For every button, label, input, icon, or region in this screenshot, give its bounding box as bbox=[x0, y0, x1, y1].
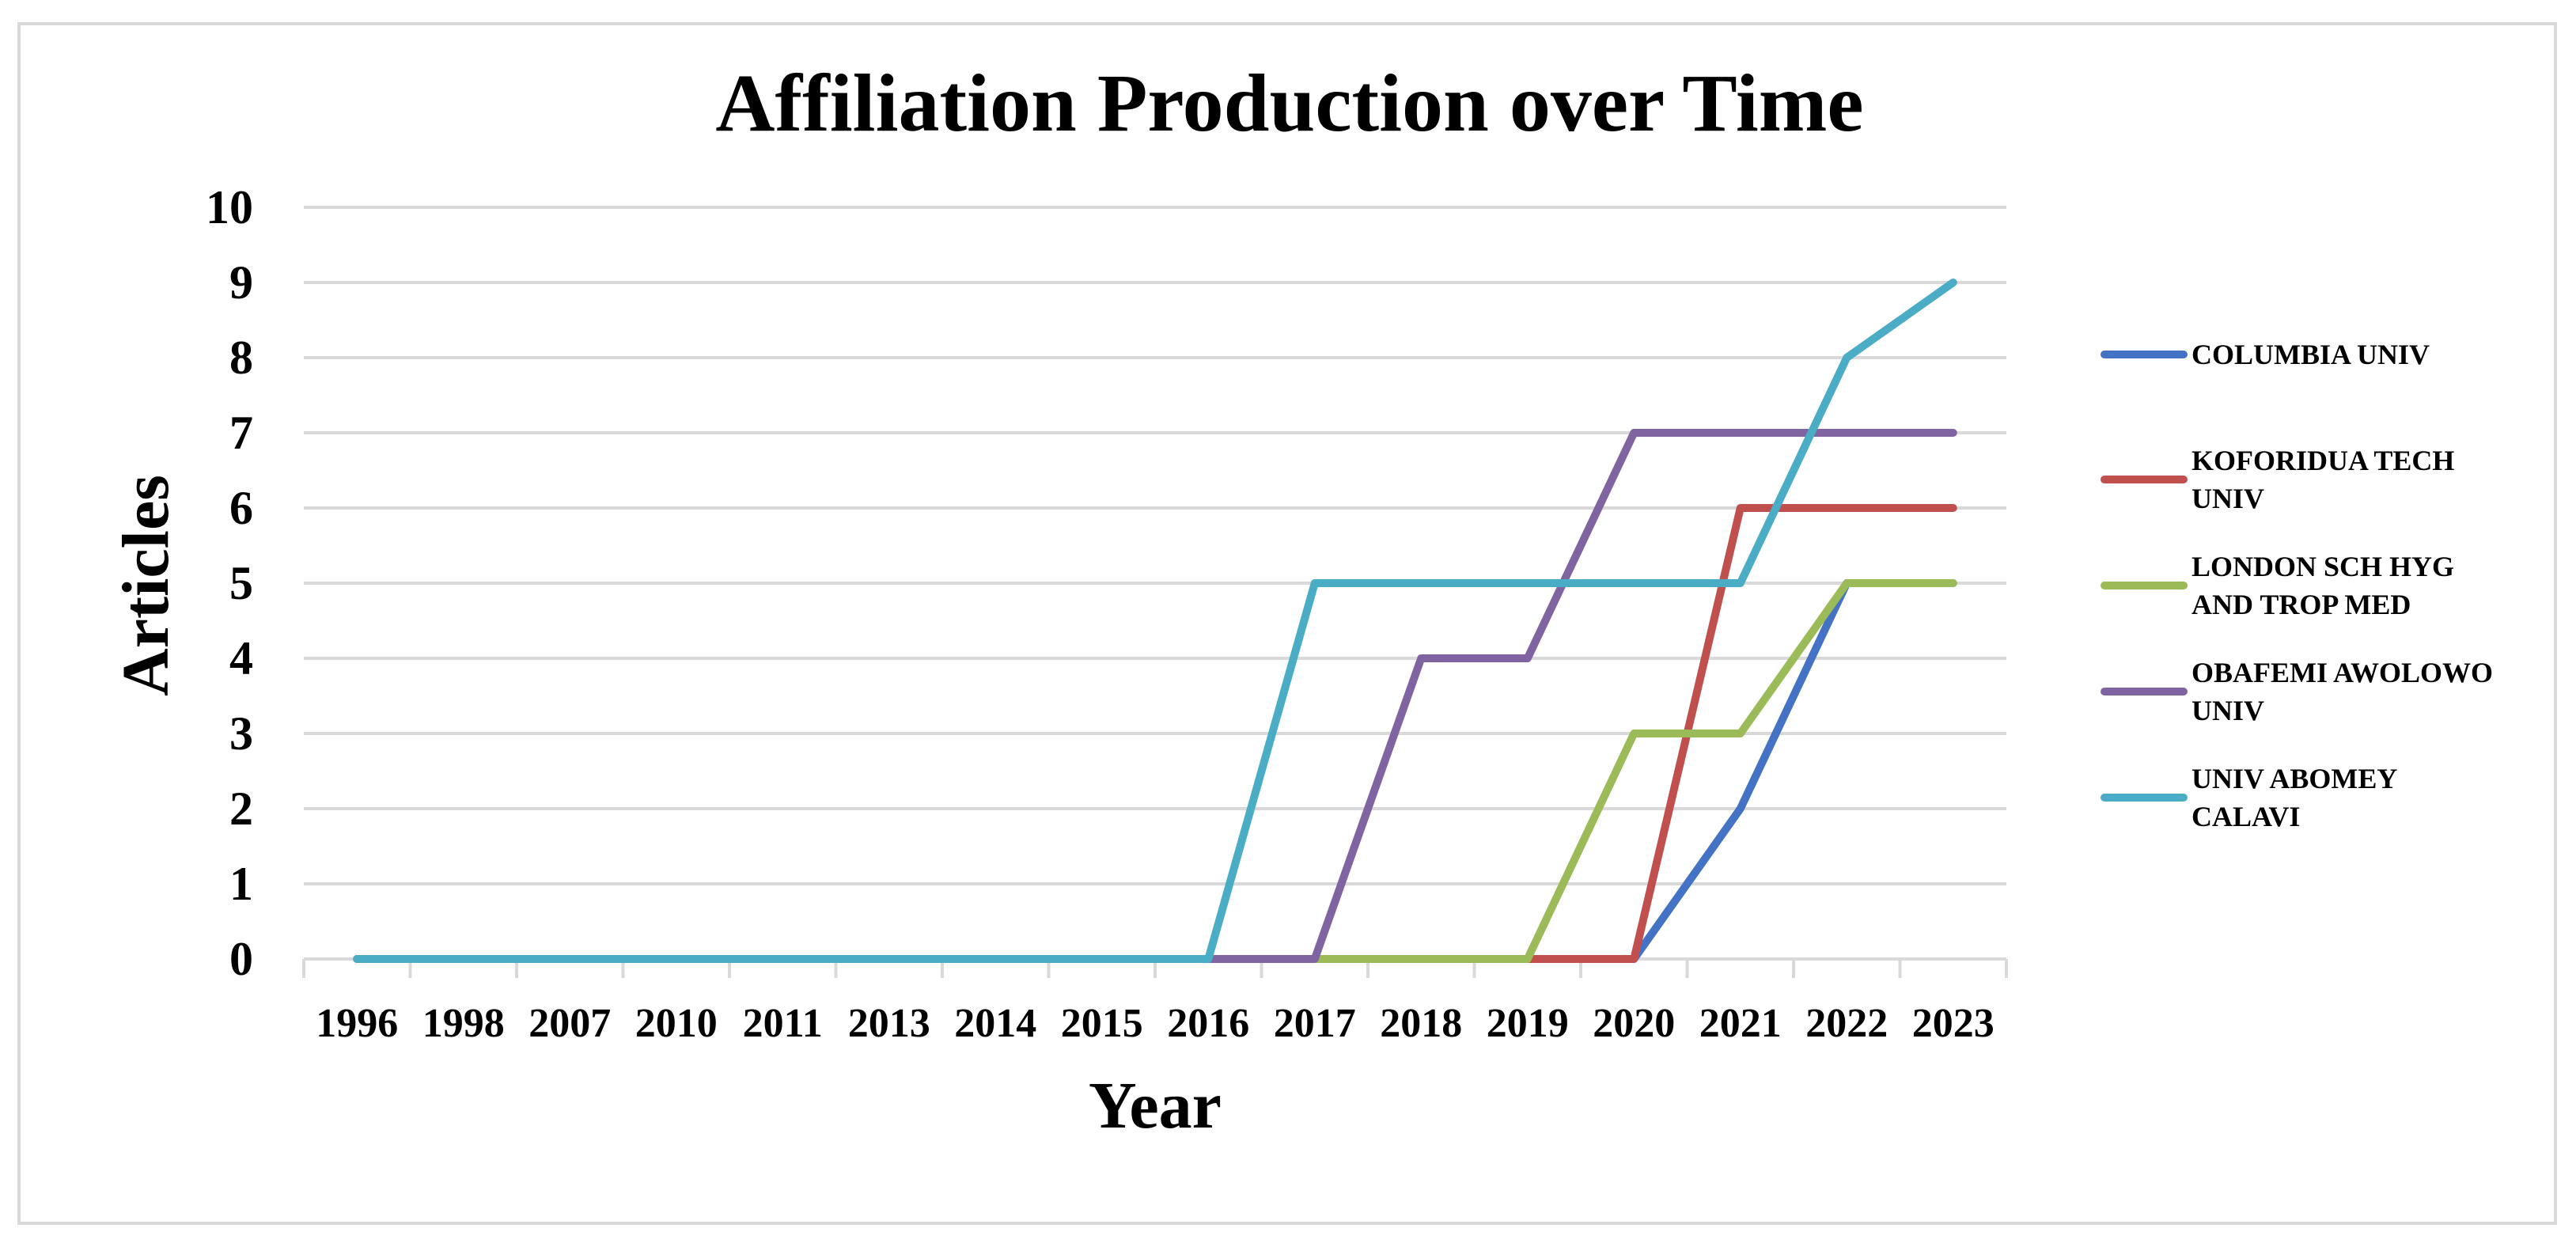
chart-title: Affiliation Production over Time bbox=[715, 58, 1863, 149]
legend-label-line: COLUMBIA UNIV bbox=[2191, 339, 2430, 370]
x-tick-label: 2022 bbox=[1805, 1001, 1888, 1046]
y-tick-label: 2 bbox=[229, 783, 253, 835]
y-tick-label: 7 bbox=[229, 407, 253, 459]
series-line-univ-abomey-calavi bbox=[353, 279, 1957, 963]
x-tick-label: 1998 bbox=[422, 1001, 505, 1046]
x-tick-label: 2007 bbox=[528, 1001, 611, 1046]
series-line-london-sch-hyg-and-trop-med bbox=[353, 579, 1957, 963]
y-tick-label: 6 bbox=[229, 482, 253, 534]
y-axis-tick-labels: 0 1 2 3 4 5 6 7 8 9 10 bbox=[206, 181, 253, 985]
legend-label: OBAFEMI AWOLOWO UNIV bbox=[2191, 657, 2493, 726]
legend-label-line: CALAVI bbox=[2191, 801, 2300, 832]
series-line-columbia-univ bbox=[353, 579, 1957, 963]
x-tick-label: 2013 bbox=[848, 1001, 930, 1046]
x-tick-label: 2016 bbox=[1167, 1001, 1249, 1046]
legend-label-line: UNIV bbox=[2191, 483, 2264, 514]
y-tick-label: 9 bbox=[229, 256, 253, 309]
legend-label-line: LONDON SCH HYG bbox=[2191, 551, 2454, 582]
x-tick-label: 2020 bbox=[1593, 1001, 1675, 1046]
legend-label-line: UNIV ABOMEY bbox=[2191, 763, 2397, 794]
y-tick-label: 4 bbox=[229, 632, 253, 684]
x-tick-label: 2018 bbox=[1380, 1001, 1462, 1046]
chart-frame bbox=[17, 22, 2557, 1225]
legend-label-line: OBAFEMI AWOLOWO bbox=[2191, 657, 2493, 688]
x-tick-label: 2019 bbox=[1487, 1001, 1569, 1046]
x-axis-tick-labels: 1996 1998 2007 2010 2011 2013 2014 2015 2016 2017… bbox=[316, 1001, 1995, 1046]
legend-label: KOFORIDUA TECH UNIV bbox=[2191, 445, 2454, 514]
y-tick-label: 10 bbox=[206, 181, 253, 233]
x-tick-label: 2023 bbox=[1912, 1001, 1995, 1046]
x-tick-label: 2010 bbox=[635, 1001, 718, 1046]
series-line-obafemi-awolowo-univ bbox=[353, 429, 1957, 963]
legend-label: UNIV ABOMEY CALAVI bbox=[2191, 763, 2397, 832]
y-tick-label: 3 bbox=[229, 707, 253, 760]
x-tick-label: 2015 bbox=[1061, 1001, 1143, 1046]
x-axis-title: Year bbox=[1089, 1069, 1222, 1143]
x-tick-label: 1996 bbox=[316, 1001, 398, 1046]
y-tick-label: 1 bbox=[229, 858, 253, 910]
y-tick-label: 8 bbox=[229, 332, 253, 384]
legend-label-line: AND TROP MED bbox=[2191, 589, 2411, 620]
x-tick-label: 2014 bbox=[954, 1001, 1036, 1046]
series-lines bbox=[353, 279, 1957, 963]
legend-label-line: KOFORIDUA TECH bbox=[2191, 445, 2454, 476]
legend-label: COLUMBIA UNIV bbox=[2191, 339, 2430, 370]
legend: COLUMBIA UNIV KOFORIDUA TECH UNIV LONDON SC… bbox=[2101, 339, 2493, 832]
y-tick-label: 5 bbox=[229, 557, 253, 609]
x-tick-label: 2011 bbox=[743, 1001, 823, 1046]
x-tick-label: 2021 bbox=[1699, 1001, 1782, 1046]
y-tick-label: 0 bbox=[229, 933, 253, 985]
x-tick-label: 2017 bbox=[1274, 1001, 1356, 1046]
y-axis-title: Articles bbox=[109, 475, 183, 696]
legend-label: LONDON SCH HYG AND TROP MED bbox=[2191, 551, 2454, 620]
legend-label-line: UNIV bbox=[2191, 695, 2264, 726]
